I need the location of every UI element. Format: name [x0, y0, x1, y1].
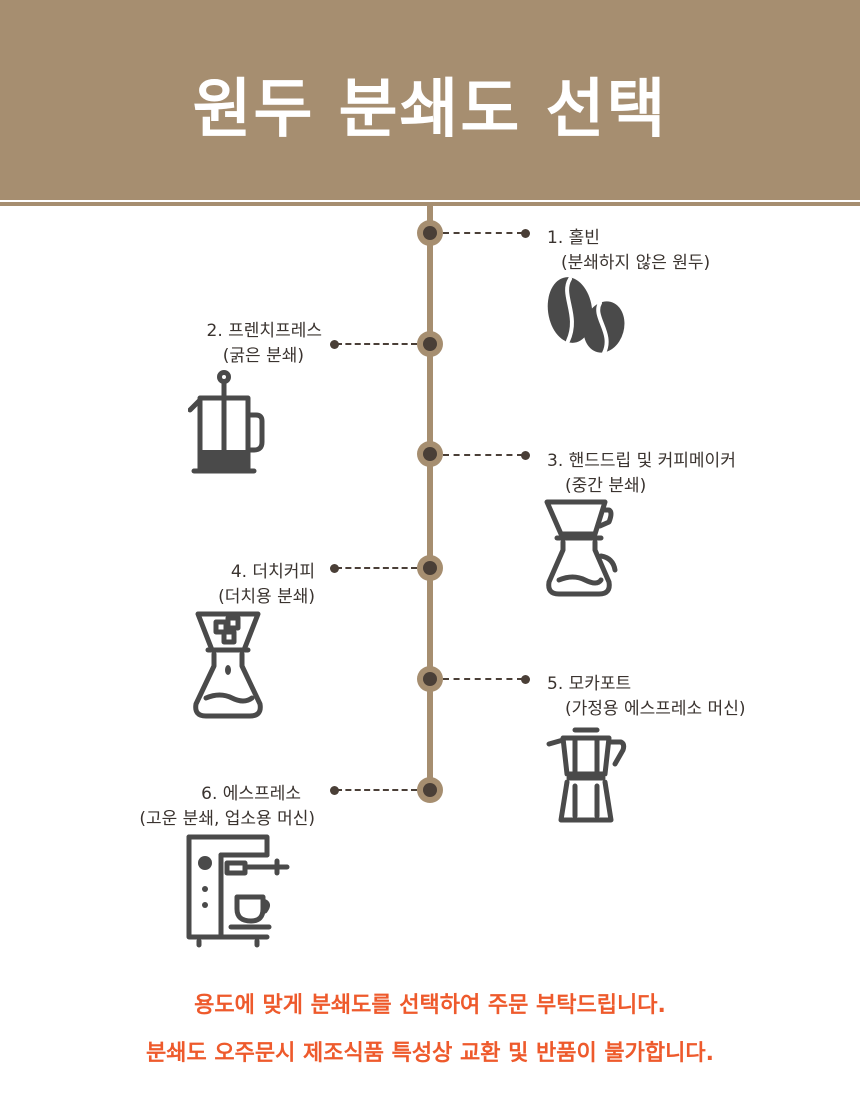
connector-dot [521, 675, 530, 684]
step-title: 5. 모카포트 [547, 674, 632, 694]
timeline-node [417, 777, 443, 803]
timeline-node [417, 666, 443, 692]
notice-line-2: 분쇄도 오주문시 제조식품 특성상 교환 및 반품이 불가합니다. [146, 1041, 714, 1066]
pour-over-icon [544, 499, 618, 597]
step-6-label: 6. 에스프레소 (고운 분쇄, 업소용 머신) [139, 782, 315, 832]
step-subtitle: (중간 분쇄) [565, 476, 647, 496]
step-5-label: 5. 모카포트 (가정용 에스프레소 머신) [547, 672, 745, 722]
coffee-beans-icon [547, 277, 625, 355]
header-divider [0, 202, 860, 206]
moka-pot-icon [546, 727, 627, 823]
connector-line [336, 789, 417, 791]
step-title: 6. 에스프레소 [201, 784, 301, 804]
connector-line [443, 232, 523, 234]
step-title: 1. 홀빈 [547, 228, 600, 248]
step-subtitle: (고운 분쇄, 업소용 머신) [139, 809, 315, 829]
step-subtitle: (가정용 에스프레소 머신) [565, 699, 746, 719]
timeline-node [417, 555, 443, 581]
step-3-label: 3. 핸드드립 및 커피메이커 (중간 분쇄) [547, 449, 736, 499]
connector-line [336, 567, 417, 569]
timeline-bar [427, 206, 433, 792]
page-title: 원두 분쇄도 선택 [192, 73, 668, 147]
step-title: 3. 핸드드립 및 커피메이커 [547, 451, 736, 471]
connector-dot [330, 564, 339, 573]
timeline-node [417, 441, 443, 467]
step-subtitle: (굵은 분쇄) [222, 346, 304, 366]
step-1-label: 1. 홀빈 (분쇄하지 않은 원두) [547, 226, 710, 276]
notice-line-1: 용도에 맞게 분쇄도를 선택하여 주문 부탁드립니다. [194, 993, 666, 1018]
connector-dot [330, 786, 339, 795]
connector-line [443, 678, 523, 680]
connector-dot [521, 451, 530, 460]
page-header: 원두 분쇄도 선택 [0, 0, 860, 200]
french-press-icon [188, 370, 265, 474]
espresso-machine-icon [186, 834, 290, 948]
step-subtitle: (분쇄하지 않은 원두) [561, 253, 711, 273]
connector-line [336, 343, 417, 345]
step-subtitle: (더치용 분쇄) [218, 587, 315, 607]
step-4-label: 4. 더치커피 (더치용 분쇄) [218, 560, 315, 610]
step-title: 4. 더치커피 [230, 562, 315, 582]
connector-dot [330, 340, 339, 349]
connector-dot [521, 229, 530, 238]
step-title: 2. 프렌치프레스 [206, 321, 322, 341]
timeline-node [417, 331, 443, 357]
timeline-node [417, 220, 443, 246]
connector-line [443, 454, 523, 456]
cold-brew-icon [193, 611, 263, 719]
step-2-label: 2. 프렌치프레스 (굵은 분쇄) [207, 319, 322, 369]
